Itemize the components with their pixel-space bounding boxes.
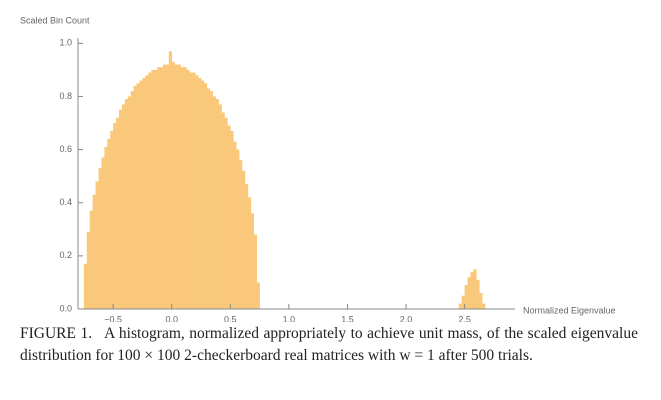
caption-text: A histogram, normalized appropriately to… [20, 325, 638, 364]
bar [104, 146, 108, 309]
x-tick-label: 1.5 [341, 314, 354, 322]
y-axis-label: Scaled Bin Count [20, 15, 90, 25]
bar [470, 271, 474, 309]
bar [256, 282, 260, 309]
bar [464, 285, 468, 309]
bar [110, 130, 114, 309]
bar [180, 67, 184, 309]
y-tick-label: 0.6 [59, 144, 72, 154]
bar [218, 104, 222, 309]
chart: Scaled Bin Count Normalized Eigenvalue 0… [20, 15, 616, 322]
x-axis-label: Normalized Eigenvalue [523, 305, 616, 315]
bar [247, 197, 252, 309]
bar [233, 141, 237, 309]
bar [107, 138, 111, 309]
bar [119, 109, 123, 309]
bar [242, 170, 246, 309]
bar [136, 83, 140, 310]
bar [189, 72, 193, 309]
y-tick-label: 0.8 [59, 91, 72, 101]
bar [145, 75, 149, 309]
caption: FIGURE 1. A histogram, normalized appropr… [20, 323, 638, 367]
bar [127, 96, 132, 309]
bar [171, 61, 175, 309]
bar [98, 168, 102, 309]
x-tick-label: 1.0 [283, 314, 296, 322]
bar [101, 157, 105, 309]
bar [206, 88, 211, 309]
bar [203, 83, 208, 310]
bar [476, 279, 480, 309]
bar [239, 160, 243, 309]
bar [236, 149, 240, 309]
bar [142, 77, 146, 310]
bar [221, 112, 225, 310]
bar [86, 231, 91, 309]
bar [148, 72, 152, 309]
x-tick-label: 0.0 [165, 314, 178, 322]
bar [183, 67, 187, 309]
y-tick-label: 0.4 [59, 197, 72, 207]
bar [461, 295, 465, 309]
y-tick-label: 1.0 [59, 38, 72, 48]
bar [130, 91, 134, 309]
bar [215, 99, 219, 309]
x-tick-label: −0.5 [104, 314, 122, 322]
bar [165, 64, 170, 309]
bar [113, 123, 117, 309]
bar [89, 210, 93, 309]
bar [209, 91, 214, 309]
bar [230, 130, 234, 309]
bar [192, 72, 196, 309]
y-tick-label: 0.2 [59, 250, 72, 260]
bar [224, 117, 228, 310]
x-tick-label: 2.0 [400, 314, 413, 322]
bar [212, 96, 216, 309]
bar [198, 77, 202, 310]
bar [227, 125, 231, 309]
bar [154, 69, 158, 309]
bar [482, 303, 486, 309]
bar [186, 69, 190, 309]
bar [133, 85, 137, 309]
bar [473, 269, 477, 309]
x-tick-label: 2.5 [458, 314, 471, 322]
bar [458, 303, 462, 309]
bar [95, 181, 99, 309]
bar [151, 69, 155, 309]
bar [467, 277, 471, 309]
bar [174, 64, 178, 309]
bar [195, 75, 199, 309]
y-tick-label: 0.0 [59, 303, 72, 313]
bar [250, 213, 255, 309]
bar [162, 64, 167, 309]
x-tick-label: 0.5 [224, 314, 237, 322]
bar [121, 104, 126, 309]
bar [177, 64, 181, 309]
bar [157, 67, 161, 309]
bar [139, 80, 143, 310]
bar [168, 51, 173, 310]
bar [201, 80, 205, 310]
bar [253, 234, 257, 309]
bar [479, 293, 483, 309]
caption-label: FIGURE 1. [20, 325, 93, 342]
bar [160, 67, 164, 309]
bar [92, 194, 96, 309]
bar [116, 117, 120, 310]
bar [83, 263, 88, 309]
bar [244, 184, 249, 309]
bar [124, 99, 129, 309]
